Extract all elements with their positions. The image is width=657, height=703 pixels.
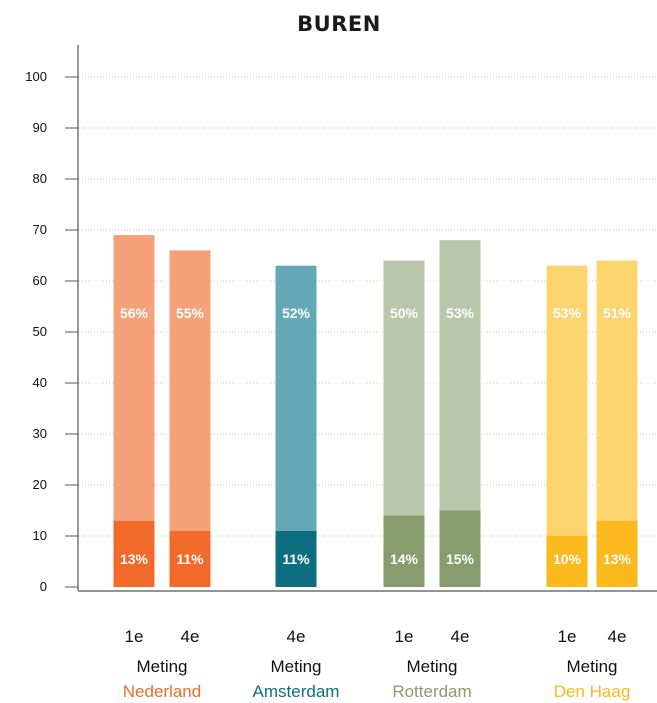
bar-segment-lower bbox=[596, 520, 638, 587]
bar-segment-upper bbox=[546, 265, 588, 536]
bar-segment-upper bbox=[439, 240, 481, 511]
group-name: Nederland bbox=[123, 682, 201, 701]
bar-segment-upper bbox=[383, 260, 425, 516]
data-label-lower: 13% bbox=[603, 551, 632, 567]
bar-segment-lower bbox=[275, 530, 317, 587]
group-name: Amsterdam bbox=[253, 682, 340, 701]
group-caption: Meting bbox=[406, 657, 457, 676]
y-tick-label: 80 bbox=[33, 171, 47, 186]
y-tick-label: 0 bbox=[40, 579, 47, 594]
group-name: Rotterdam bbox=[392, 682, 471, 701]
x-axis-labels: 1e 4e Meting Nederland 4e Meting Amsterdam 1e 4e… bbox=[123, 627, 631, 701]
y-tick-label: 40 bbox=[33, 375, 47, 390]
y-tick-label: 20 bbox=[33, 477, 47, 492]
bar-segment-lower bbox=[383, 515, 425, 587]
x-tick-label: 4e bbox=[451, 627, 470, 646]
data-label-lower: 11% bbox=[282, 551, 310, 567]
bars: 56% 13% 55% 11% 52% 11% 50% 14% 53% 15% 53% 10% 51% 1… bbox=[113, 235, 638, 587]
data-label-upper: 53% bbox=[553, 305, 582, 321]
bar-segment-lower bbox=[113, 520, 155, 587]
group-caption: Meting bbox=[136, 657, 187, 676]
x-tick-label: 1e bbox=[125, 627, 144, 646]
data-label-lower: 15% bbox=[446, 551, 475, 567]
bar-segment-upper bbox=[275, 265, 317, 531]
bar-segment-lower bbox=[546, 536, 588, 587]
y-tick-label: 90 bbox=[33, 120, 47, 135]
x-tick-label: 1e bbox=[558, 627, 577, 646]
y-tick-label: 60 bbox=[33, 273, 47, 288]
data-label-lower: 13% bbox=[120, 551, 149, 567]
group-name: Den Haag bbox=[554, 682, 631, 701]
x-tick-label: 1e bbox=[395, 627, 414, 646]
bar-segment-lower bbox=[439, 510, 481, 587]
group-caption: Meting bbox=[270, 657, 321, 676]
data-label-upper: 53% bbox=[446, 305, 475, 321]
x-tick-label: 4e bbox=[181, 627, 200, 646]
group-caption: Meting bbox=[566, 657, 617, 676]
data-label-upper: 56% bbox=[120, 305, 149, 321]
bar-segment-lower bbox=[169, 530, 211, 587]
y-tick-label: 10 bbox=[33, 528, 47, 543]
bar-segment-upper bbox=[113, 235, 155, 521]
data-label-lower: 11% bbox=[176, 551, 204, 567]
y-tick-label: 30 bbox=[33, 426, 47, 441]
y-tick-label: 50 bbox=[33, 324, 47, 339]
bar-segment-upper bbox=[596, 260, 638, 521]
data-label-upper: 55% bbox=[176, 305, 205, 321]
y-axis-ticks: 0 10 20 30 40 50 60 70 80 90 100 bbox=[25, 69, 78, 594]
chart-title: BUREN bbox=[297, 12, 381, 36]
bar-segment-upper bbox=[169, 250, 211, 531]
data-label-upper: 50% bbox=[390, 305, 419, 321]
data-label-lower: 14% bbox=[390, 551, 419, 567]
x-tick-label: 4e bbox=[608, 627, 627, 646]
y-tick-label: 70 bbox=[33, 222, 47, 237]
y-tick-label: 100 bbox=[25, 69, 47, 84]
data-label-upper: 52% bbox=[282, 305, 311, 321]
data-label-upper: 51% bbox=[603, 305, 632, 321]
x-tick-label: 4e bbox=[287, 627, 306, 646]
data-label-lower: 10% bbox=[553, 551, 582, 567]
